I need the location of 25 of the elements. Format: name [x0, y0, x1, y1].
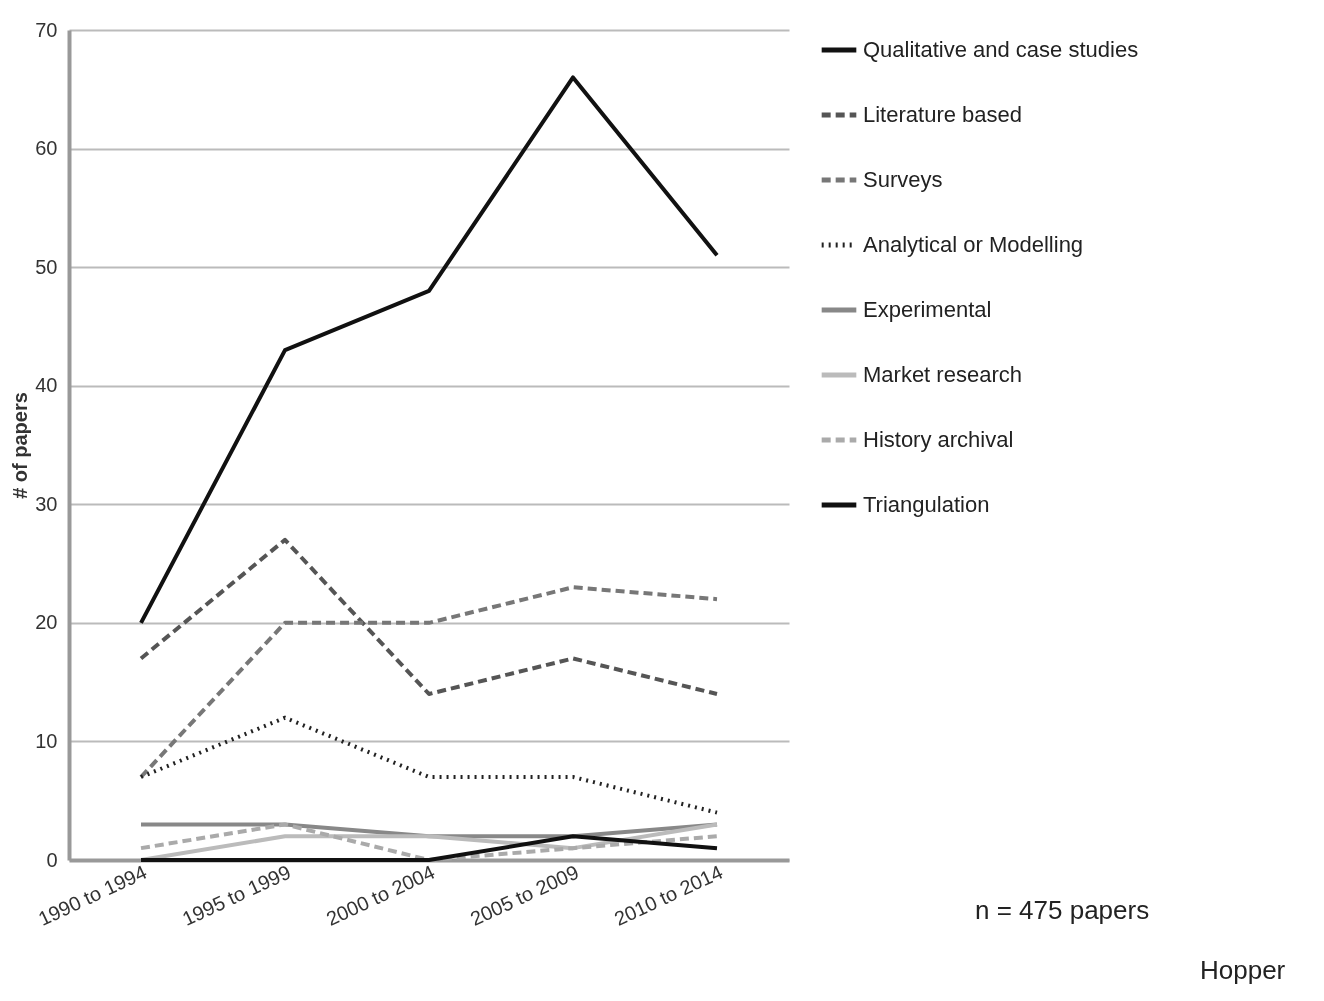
y-tick-label: 40	[35, 374, 58, 397]
legend-label: Market research	[863, 362, 1022, 387]
x-tick-label: 2000 to 2004	[322, 860, 438, 930]
text: n = 475 papers	[975, 895, 1150, 926]
legend-label: Experimental	[863, 297, 992, 322]
line-series	[139, 585, 719, 779]
y-axis-title: # of papers	[9, 392, 32, 499]
line-series	[139, 75, 719, 625]
text: Hopper	[1200, 955, 1286, 986]
legend-label: Triangulation	[863, 492, 990, 517]
legend-label: Qualitative and case studies	[863, 37, 1139, 62]
y-tick-label: 30	[35, 492, 58, 515]
y-tick-label: 20	[35, 611, 58, 634]
y-tick-label: 10	[35, 729, 58, 752]
y-tick-label: 50	[35, 255, 58, 278]
legend-label: Analytical or Modelling	[863, 232, 1084, 257]
y-tick-label: 70	[35, 18, 58, 41]
legend-label: Surveys	[863, 167, 943, 192]
y-tick-label: 0	[46, 848, 58, 871]
x-tick-label: 2010 to 2014	[610, 860, 726, 930]
legend-label: Literature based	[863, 102, 1022, 127]
y-tick-label: 60	[35, 137, 58, 160]
legend-label: History archival	[863, 427, 1014, 452]
x-tick-label: 1995 to 1999	[178, 860, 294, 930]
x-tick-label: 2005 to 2009	[466, 860, 582, 930]
